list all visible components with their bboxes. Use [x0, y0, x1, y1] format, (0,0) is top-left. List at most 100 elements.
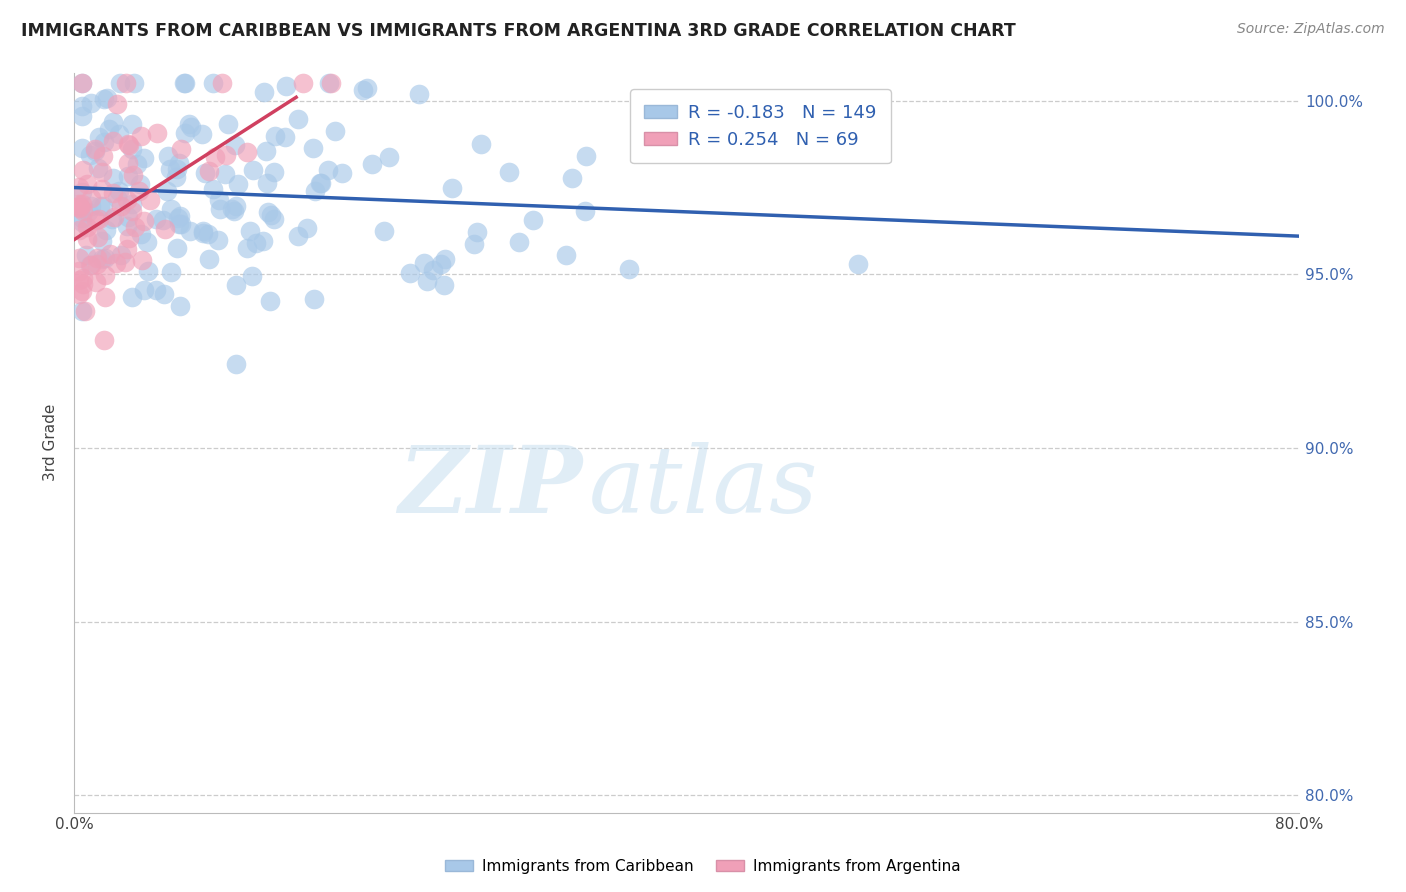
Point — [179, 224, 201, 238]
Point — [93, 290, 115, 304]
Point — [159, 161, 181, 176]
Point — [467, 225, 489, 239]
Point — [433, 277, 456, 292]
Point — [399, 267, 422, 281]
Point — [222, 204, 245, 219]
Point — [94, 268, 117, 282]
Point — [115, 76, 138, 90]
Point — [167, 156, 190, 170]
Point — [101, 212, 124, 227]
Point — [165, 170, 187, 185]
Point — [240, 268, 263, 283]
Point — [214, 148, 236, 162]
Point — [498, 165, 520, 179]
Point — [67, 263, 90, 277]
Point — [117, 156, 139, 170]
Point — [204, 150, 226, 164]
Point — [91, 149, 114, 163]
Point — [128, 184, 150, 198]
Point — [166, 161, 188, 176]
Point — [166, 211, 188, 225]
Point — [263, 211, 285, 226]
Point — [67, 180, 90, 194]
Point — [86, 257, 108, 271]
Point — [131, 252, 153, 267]
Point — [194, 166, 217, 180]
Point — [103, 134, 125, 148]
Point — [115, 219, 138, 234]
Point — [117, 169, 139, 184]
Point — [253, 85, 276, 99]
Point — [214, 167, 236, 181]
Point — [309, 176, 332, 190]
Point — [70, 76, 93, 90]
Point — [292, 76, 315, 90]
Point — [574, 204, 596, 219]
Point — [373, 224, 395, 238]
Point — [239, 224, 262, 238]
Point — [80, 198, 103, 212]
Point — [236, 241, 259, 255]
Point — [79, 147, 101, 161]
Point — [98, 121, 121, 136]
Point — [174, 76, 197, 90]
Point — [416, 274, 439, 288]
Point — [76, 178, 98, 192]
Text: Source: ZipAtlas.com: Source: ZipAtlas.com — [1237, 22, 1385, 37]
Point — [225, 278, 247, 293]
Point — [297, 220, 319, 235]
Point — [152, 212, 174, 227]
Legend: Immigrants from Caribbean, Immigrants from Argentina: Immigrants from Caribbean, Immigrants fr… — [439, 853, 967, 880]
Text: IMMIGRANTS FROM CARIBBEAN VS IMMIGRANTS FROM ARGENTINA 3RD GRADE CORRELATION CHA: IMMIGRANTS FROM CARIBBEAN VS IMMIGRANTS … — [21, 22, 1017, 40]
Point — [260, 208, 283, 222]
Point — [166, 241, 188, 255]
Point — [170, 217, 193, 231]
Point — [146, 126, 169, 140]
Point — [153, 222, 176, 236]
Point — [84, 275, 107, 289]
Point — [145, 283, 167, 297]
Point — [197, 164, 219, 178]
Point — [72, 277, 94, 291]
Point — [225, 357, 247, 371]
Point — [330, 165, 353, 179]
Point — [167, 218, 190, 232]
Point — [159, 202, 181, 216]
Point — [304, 184, 326, 198]
Point — [177, 117, 200, 131]
Point — [67, 273, 90, 287]
Point — [117, 136, 139, 151]
Point — [174, 127, 197, 141]
Point — [522, 213, 544, 227]
Point — [316, 162, 339, 177]
Point — [117, 194, 139, 208]
Point — [94, 223, 117, 237]
Point — [180, 120, 202, 135]
Point — [70, 98, 93, 112]
Point — [72, 203, 94, 218]
Point — [73, 304, 96, 318]
Point — [121, 117, 143, 131]
Point — [103, 115, 125, 129]
Point — [93, 135, 115, 149]
Point — [70, 109, 93, 123]
Legend: R = -0.183   N = 149, R = 0.254   N = 69: R = -0.183 N = 149, R = 0.254 N = 69 — [630, 89, 890, 163]
Point — [72, 271, 94, 285]
Point — [318, 76, 340, 90]
Point — [87, 211, 110, 226]
Point — [287, 229, 309, 244]
Point — [225, 199, 247, 213]
Point — [118, 137, 141, 152]
Point — [105, 97, 128, 112]
Point — [84, 141, 107, 155]
Point — [84, 213, 107, 227]
Point — [121, 203, 143, 218]
Point — [430, 257, 453, 271]
Point — [159, 265, 181, 279]
Point — [70, 304, 93, 318]
Point — [422, 263, 444, 277]
Point — [433, 252, 456, 266]
Point — [98, 247, 121, 261]
Point — [360, 157, 382, 171]
Point — [93, 92, 115, 106]
